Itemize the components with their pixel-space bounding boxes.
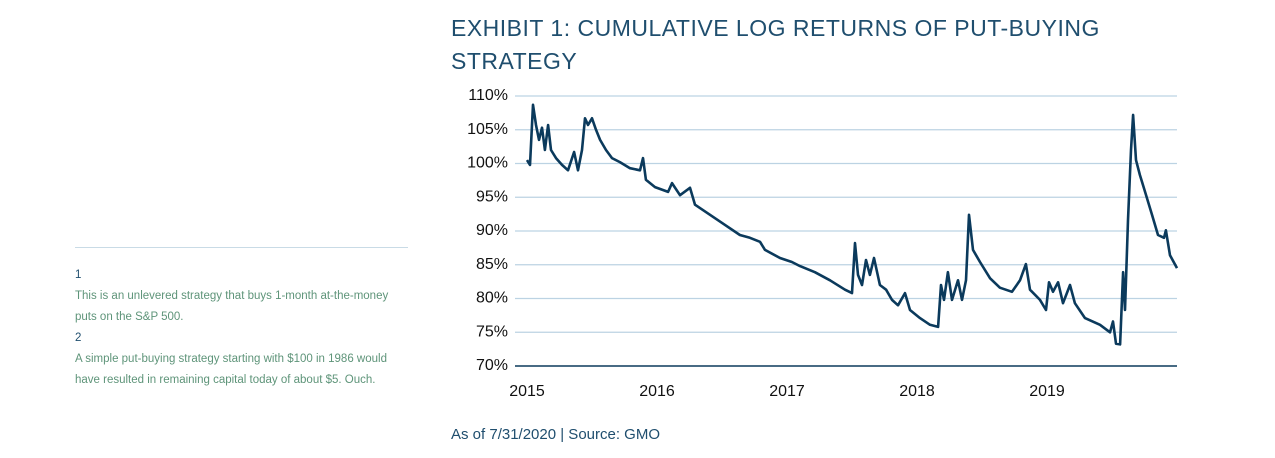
x-tick-label: 2015 [509,383,545,400]
chart: 70% 75% 80% 85% 90% 95% 100% 105% 110% 2015 2016 20… [467,87,1179,400]
footnotes: 1 This is an unlevered strategy that buy… [75,247,408,391]
chart-title: EXHIBIT 1: CUMULATIVE LOG RETURNS OF PUT… [451,15,1100,74]
x-tick-label: 2018 [899,383,935,400]
line-series [525,103,1179,346]
footnote-text: A simple put-buying strategy starting wi… [75,353,387,386]
footnote-number: 1 [75,269,82,281]
footnote-text: This is an unlevered strategy that buys … [75,290,389,323]
chart-note: As of 7/31/2020 | Source: GMO [451,426,661,443]
y-tick-label: 70% [476,357,508,374]
x-tick-label: 2016 [639,383,675,400]
y-tick-label: 90% [476,222,508,239]
y-tick-label: 75% [476,323,508,340]
y-tick-label: 95% [476,188,508,205]
x-tick-label: 2017 [769,383,805,400]
x-tick-label: 2019 [1029,383,1065,400]
y-tick-label: 105% [467,121,508,138]
y-tick-label: 80% [476,290,508,307]
y-tick-label: 85% [476,256,508,273]
y-tick-label: 100% [467,155,508,172]
footnote-number: 2 [75,332,82,344]
y-tick-label: 110% [468,87,508,104]
